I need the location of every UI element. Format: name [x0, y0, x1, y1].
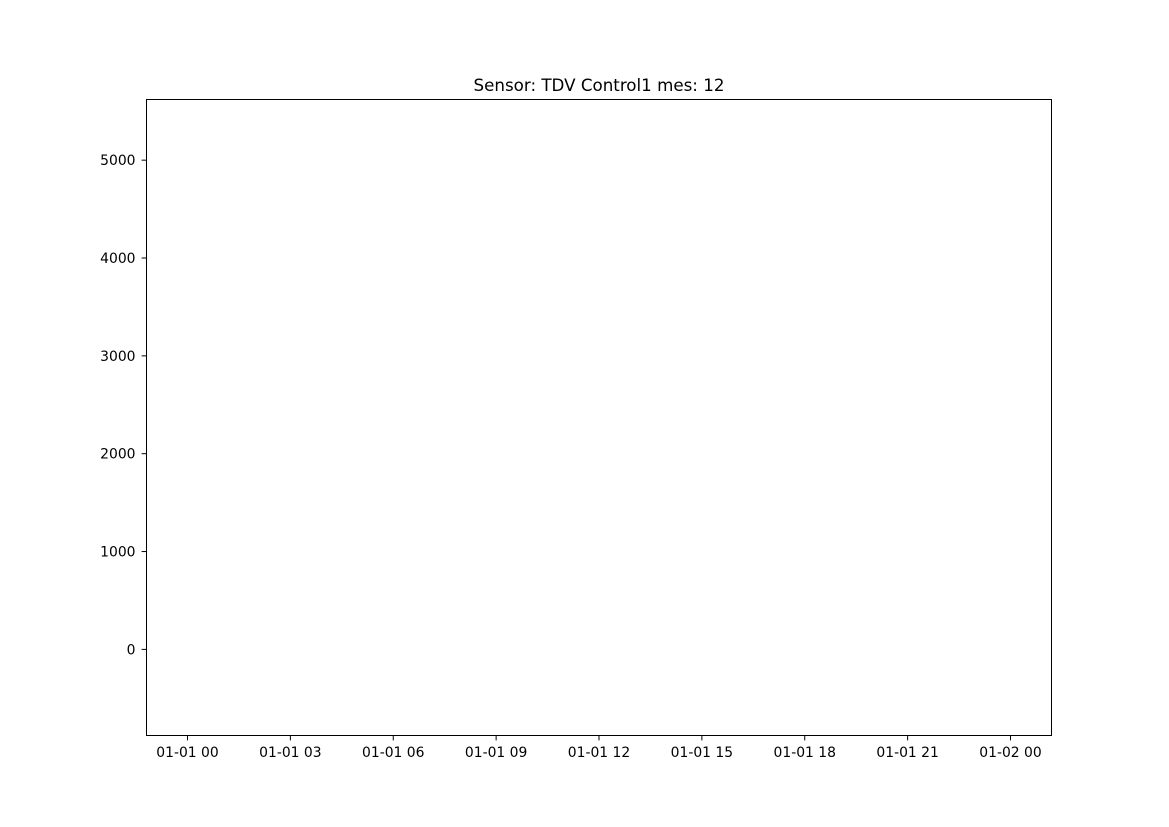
x-tick-label: 01-01 21: [876, 745, 938, 761]
x-tick-label: 01-01 03: [259, 745, 321, 761]
x-tick-label: 01-01 12: [568, 745, 630, 761]
x-axis: 01-01 00 01-01 03 01-01 06 01-01 09 01-01 12…: [156, 735, 1042, 761]
y-tick-label: 3000: [100, 349, 135, 365]
y-tick-label: 2000: [100, 447, 135, 463]
y-tick-label: 0: [127, 642, 136, 658]
x-tick-label: 01-01 00: [156, 745, 218, 761]
x-tick-label: 01-01 06: [362, 745, 424, 761]
y-tick-label: 1000: [100, 545, 135, 561]
x-tick-label: 01-02 00: [979, 745, 1041, 761]
plot-area: [146, 99, 1052, 736]
x-tick-label: 01-01 09: [465, 745, 527, 761]
chart-title: Sensor: TDV Control1 mes: 12: [474, 75, 725, 95]
y-axis: 0 1000 2000 3000 4000 5000: [100, 153, 147, 658]
x-tick-label: 01-01 18: [774, 745, 836, 761]
y-tick-label: 4000: [100, 251, 135, 267]
y-tick-label: 5000: [100, 153, 135, 169]
x-tick-label: 01-01 15: [671, 745, 733, 761]
